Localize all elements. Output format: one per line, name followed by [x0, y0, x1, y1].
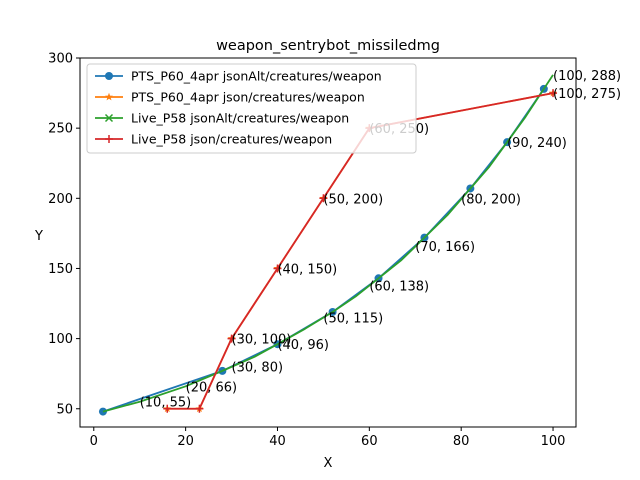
data-label: (70, 166)	[415, 240, 475, 255]
series-line-3	[102, 74, 554, 413]
data-label: (100, 275)	[553, 87, 621, 102]
data-point	[195, 404, 204, 413]
data-point	[273, 264, 282, 273]
legend-marker	[105, 135, 113, 143]
data-label: (90, 240)	[507, 136, 567, 151]
legend-marker	[104, 113, 114, 123]
x-tick-label: 60	[361, 434, 378, 449]
data-label: (50, 115)	[323, 312, 383, 327]
data-label: (20, 66)	[186, 380, 238, 395]
legend-label: PTS_P60_4apr json/creatures/weapon	[131, 90, 365, 105]
data-label: (30, 80)	[232, 361, 283, 376]
plot-frame	[79, 57, 577, 428]
y-tick-label: 150	[48, 262, 73, 277]
data-label: (40, 96)	[277, 338, 329, 353]
legend-label: Live_P58 jsonAlt/creatures/weapon	[131, 111, 349, 126]
legend-item: Live_P58 jsonAlt/creatures/weapon	[95, 111, 349, 126]
legend-item: Live_P58 json/creatures/weapon	[95, 132, 332, 147]
x-tick-label: 100	[541, 434, 566, 449]
series-3	[102, 74, 554, 413]
data-point	[163, 404, 172, 413]
legend-label: PTS_P60_4apr jsonAlt/creatures/weapon	[131, 69, 382, 84]
legend-item: PTS_P60_4apr jsonAlt/creatures/weapon	[95, 69, 382, 84]
chart-title: weapon_sentrybot_missiledmg	[216, 38, 440, 54]
x-tick-label: 0	[90, 434, 98, 449]
data-point	[319, 194, 328, 203]
legend-label: Live_P58 json/creatures/weapon	[131, 132, 332, 147]
y-tick-label: 50	[56, 402, 73, 417]
data-point	[227, 334, 236, 343]
y-tick-label: 100	[48, 332, 73, 347]
data-label: (80, 200)	[461, 192, 521, 207]
y-axis-label: Y	[34, 229, 43, 244]
x-tick-label: 40	[269, 434, 286, 449]
data-point	[549, 89, 558, 98]
data-label: (100, 288)	[553, 69, 621, 84]
x-tick-label: 20	[177, 434, 194, 449]
legend-marker	[105, 92, 113, 101]
legend-box	[86, 63, 417, 154]
data-label: (50, 200)	[323, 192, 383, 207]
data-label: (30, 100)	[232, 333, 292, 348]
legend: PTS_P60_4apr jsonAlt/creatures/weapon PTS…	[86, 63, 417, 154]
x-tick-label: 80	[453, 434, 470, 449]
y-tick-label: 250	[48, 122, 73, 137]
y-tick-label: 300	[48, 52, 73, 67]
legend-item: PTS_P60_4apr json/creatures/weapon	[95, 90, 365, 105]
x-axis-label: X	[324, 456, 333, 471]
data-label: (60, 138)	[369, 279, 429, 294]
legend-marker	[105, 72, 113, 80]
data-label: (40, 150)	[277, 262, 337, 277]
y-tick-label: 200	[48, 192, 73, 207]
data-label: (10, 55)	[140, 396, 192, 411]
